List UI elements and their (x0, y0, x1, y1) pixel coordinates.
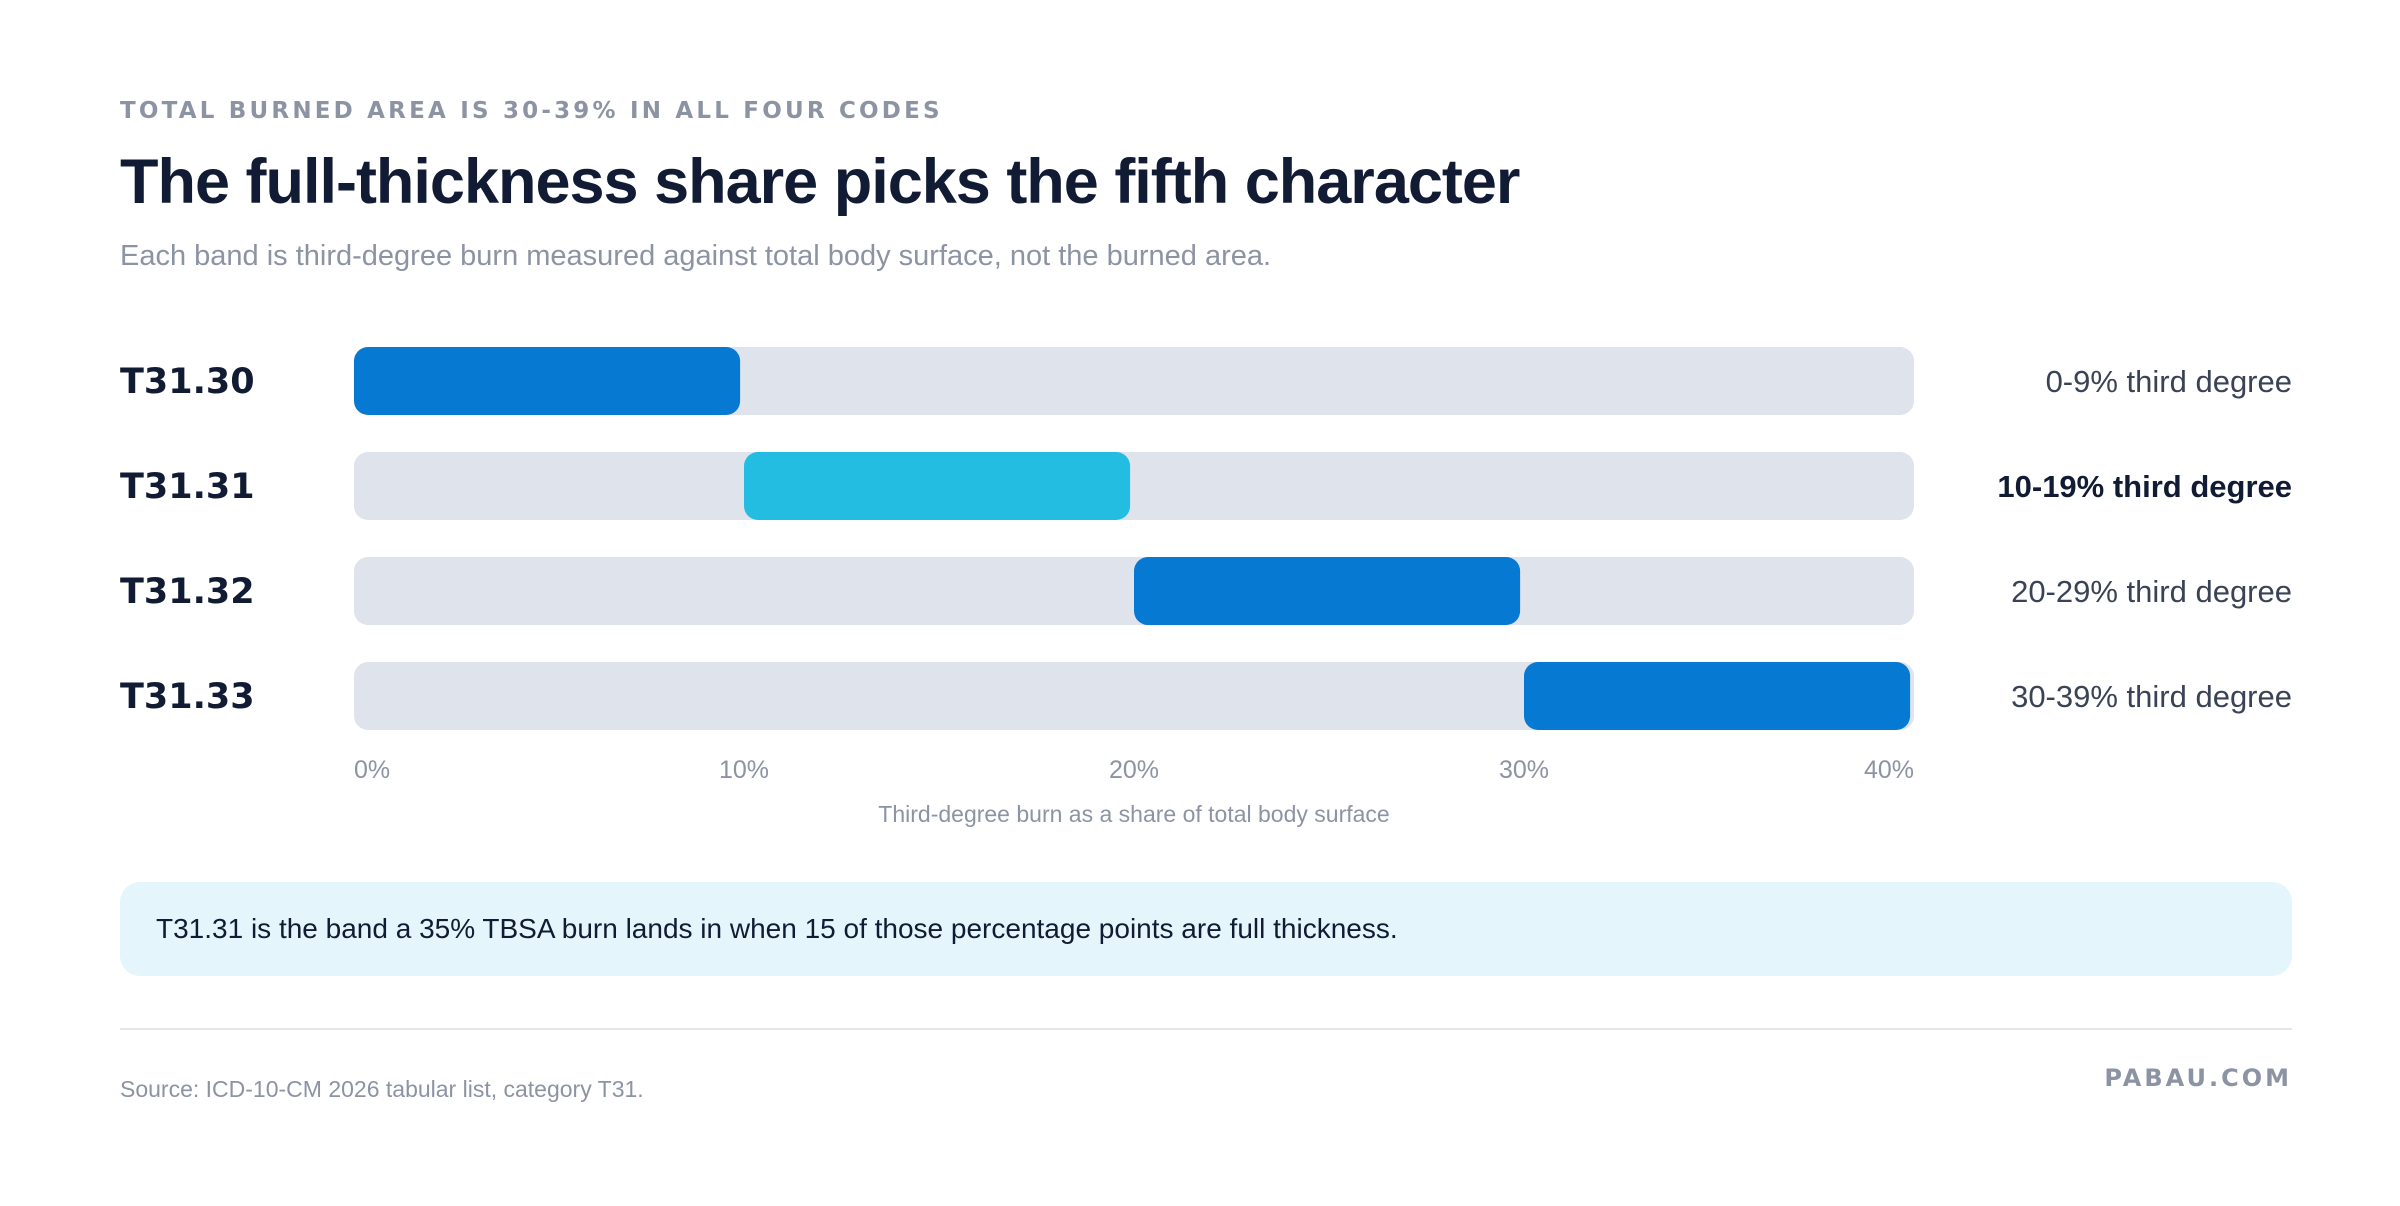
range-label: 10-19% third degree (1997, 469, 2292, 504)
range-bar-highlight (744, 452, 1131, 520)
category-label: T31.33 (120, 677, 255, 717)
x-tick-label: 30% (1499, 756, 1549, 784)
range-bar (1524, 662, 1911, 730)
range-bar (354, 347, 741, 415)
category-label: T31.31 (120, 467, 255, 507)
x-tick-label: 40% (1864, 756, 1914, 784)
range-bar (1134, 557, 1521, 625)
category-label: T31.32 (120, 572, 255, 612)
x-tick-label: 10% (719, 756, 769, 784)
bar-track (354, 452, 1914, 520)
range-bar-chart: T31.30 0-9% third degree T31.31 10-19% thir… (120, 347, 2292, 827)
x-tick-label: 20% (1109, 756, 1159, 784)
range-label: 30-39% third degree (2011, 679, 2292, 714)
range-label: 20-29% third degree (2011, 574, 2292, 609)
bar-track (354, 347, 1914, 415)
range-label: 0-9% third degree (2046, 364, 2292, 399)
callout-box: T31.31 is the band a 35% TBSA burn lands… (120, 882, 2292, 976)
x-tick-label: 0% (354, 756, 390, 784)
brand-wordmark: PABAU.COM (2104, 1064, 2292, 1092)
footer-divider (120, 1028, 2292, 1030)
chart-subtitle: Each band is third-degree burn measured … (120, 240, 1272, 272)
chart-eyebrow: TOTAL BURNED AREA IS 30-39% IN ALL FOUR … (120, 98, 943, 124)
x-axis-label: Third-degree burn as a share of total bo… (878, 801, 1389, 827)
chart-title: The full-thickness share picks the fifth… (120, 147, 1520, 217)
source-note: Source: ICD-10-CM 2026 tabular list, cat… (120, 1076, 644, 1102)
callout-text: T31.31 is the band a 35% TBSA burn lands… (156, 913, 1398, 944)
category-label: T31.30 (120, 362, 255, 402)
